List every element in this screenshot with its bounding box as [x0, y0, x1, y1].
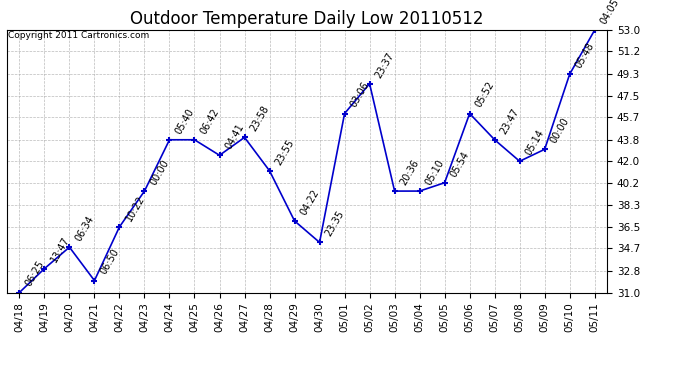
Text: 04:41: 04:41	[224, 122, 246, 151]
Text: 05:52: 05:52	[474, 80, 497, 110]
Text: 03:06: 03:06	[348, 80, 371, 110]
Text: 23:35: 23:35	[324, 209, 346, 238]
Text: 00:00: 00:00	[549, 116, 571, 145]
Text: 06:42: 06:42	[199, 106, 221, 136]
Text: 06:25: 06:25	[23, 259, 46, 288]
Text: 05:10: 05:10	[424, 158, 446, 187]
Text: 05:14: 05:14	[524, 128, 546, 157]
Text: 05:48: 05:48	[574, 41, 596, 70]
Text: 06:50: 06:50	[99, 247, 121, 276]
Text: 23:58: 23:58	[248, 104, 271, 133]
Text: 23:47: 23:47	[499, 106, 522, 136]
Title: Outdoor Temperature Daily Low 20110512: Outdoor Temperature Daily Low 20110512	[130, 10, 484, 28]
Text: 20:36: 20:36	[399, 158, 422, 187]
Text: 05:54: 05:54	[448, 149, 471, 178]
Text: 06:34: 06:34	[74, 214, 96, 243]
Text: Copyright 2011 Cartronics.com: Copyright 2011 Cartronics.com	[8, 32, 149, 40]
Text: 10:22: 10:22	[124, 194, 146, 223]
Text: 05:40: 05:40	[174, 106, 196, 136]
Text: 04:22: 04:22	[299, 188, 322, 217]
Text: 23:37: 23:37	[374, 50, 397, 80]
Text: 04:05: 04:05	[599, 0, 622, 26]
Text: 23:55: 23:55	[274, 137, 297, 166]
Text: 00:00: 00:00	[148, 158, 171, 187]
Text: 13:47: 13:47	[48, 236, 71, 264]
